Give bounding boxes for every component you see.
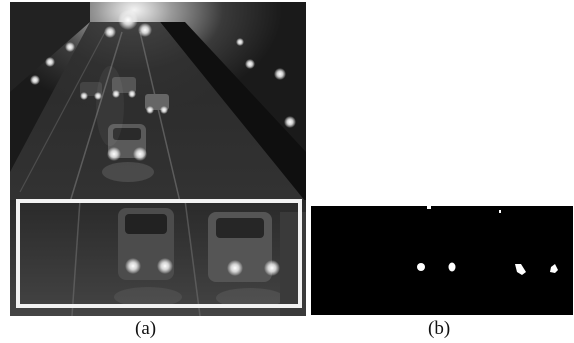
panel-a-photo: [10, 2, 306, 316]
panel-b-mask: [311, 206, 573, 315]
mask-blob: [417, 263, 425, 271]
mask-blob: [499, 210, 501, 213]
mask-blob: [427, 206, 431, 209]
roi-rectangle: [16, 199, 302, 308]
mask-blob: [448, 262, 456, 272]
caption-b: (b): [428, 318, 451, 339]
binary-mask-image: [311, 206, 573, 315]
mask-blob: [515, 264, 526, 275]
caption-a: (a): [135, 318, 157, 339]
night-traffic-image: [10, 2, 306, 316]
mask-blob: [550, 264, 558, 273]
